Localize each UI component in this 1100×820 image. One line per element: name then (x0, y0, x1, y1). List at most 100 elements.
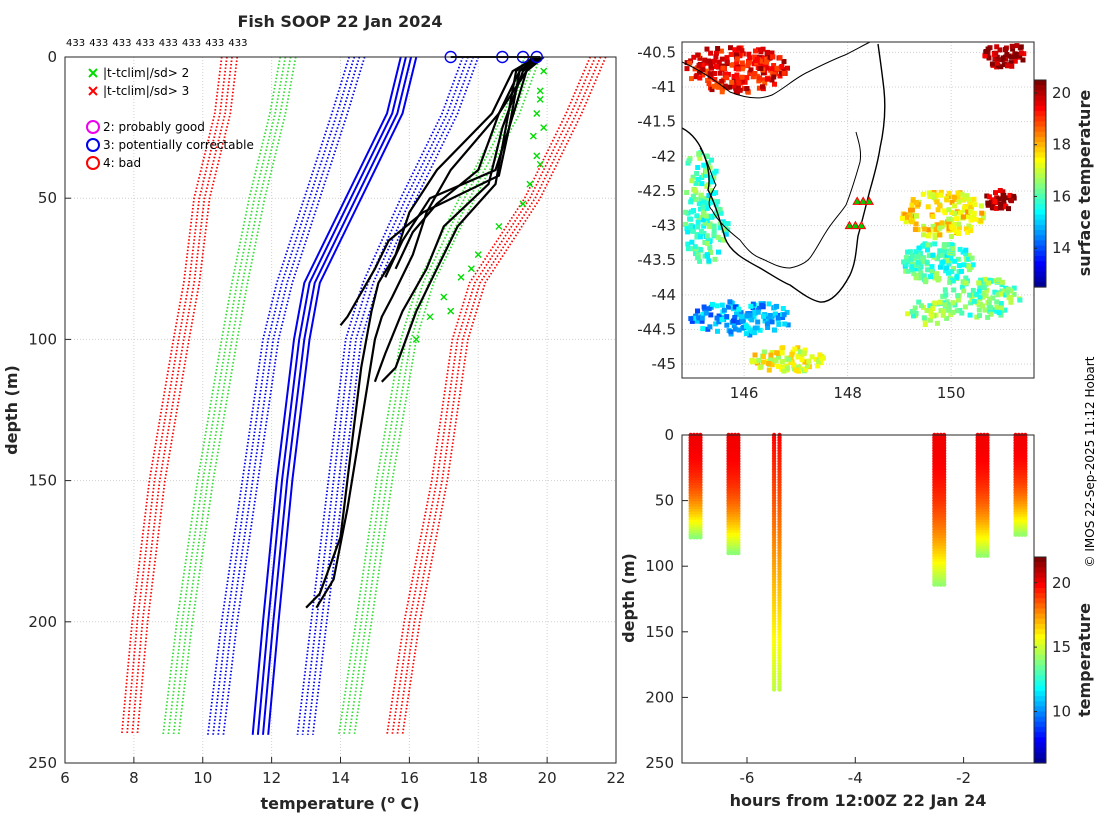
series-clim-mean-1 (256, 56, 407, 735)
sst-cell (688, 316, 694, 322)
cast-point (777, 687, 782, 692)
colorbar-segment (1034, 214, 1046, 221)
sst-cell (745, 89, 751, 95)
sst-cell (930, 306, 936, 311)
sst-cell (794, 367, 800, 373)
sst-cell (986, 194, 992, 200)
sst-cell (983, 281, 989, 287)
sst-cell (932, 235, 938, 241)
sst-cell (785, 322, 791, 328)
sst-cell (985, 314, 991, 320)
sst-cell (978, 203, 984, 209)
map-xtick-label: 146 (730, 384, 759, 402)
colorbar-tick-label: 20 (1052, 574, 1071, 592)
colorbar-segment (1034, 204, 1046, 210)
td-ytick-label: 50 (655, 492, 674, 510)
sst-cell (693, 180, 699, 186)
series-clim-2sd-2 (348, 56, 536, 735)
sst-cell (795, 354, 801, 360)
sst-cells (683, 43, 1027, 374)
sst-cell (937, 203, 943, 209)
sst-cell (955, 256, 961, 262)
cast-point (688, 535, 693, 540)
sst-cell (726, 304, 731, 310)
sst-cell (907, 249, 913, 255)
sst-cell (909, 309, 915, 314)
sst-cell (1008, 299, 1014, 305)
sst-cell (732, 315, 738, 320)
sst-cell (687, 60, 693, 66)
sst-cell (786, 356, 792, 362)
sst-cell (747, 332, 753, 338)
sst-cell (708, 63, 714, 69)
sst-cell (720, 219, 726, 225)
colorbar-label-temp: temperature (1075, 603, 1094, 717)
sst-cell (704, 233, 710, 239)
sst-cell (1011, 291, 1017, 297)
sst-cell (707, 324, 713, 330)
colorbar-segment (1034, 230, 1046, 236)
sst-cell (938, 189, 944, 195)
td-xtick-label: -4 (848, 769, 863, 787)
sst-cell (951, 222, 957, 228)
series-clim-2sd-3 (353, 56, 542, 735)
sst-cell (995, 292, 1001, 298)
count-label: 433 (228, 38, 247, 49)
sst-cell (949, 199, 955, 205)
sst-cell (715, 46, 721, 51)
sst-cell (941, 242, 947, 248)
sst-cell (711, 175, 717, 181)
sst-cell (938, 192, 944, 198)
sst-cell (684, 190, 690, 195)
sst-colorbar: 14 16 18 20 (1033, 79, 1071, 288)
sst-cell (978, 277, 984, 283)
sst-cell (934, 271, 940, 277)
time-depth-ticks: -6 -4 -2 0 50 100 150 200 250 (645, 426, 971, 787)
colorbar-segment (1034, 726, 1046, 733)
sst-cell (769, 350, 775, 355)
map-ytick-label: -42.5 (637, 182, 676, 200)
sst-cell (758, 364, 764, 370)
colorbar-segment (1034, 649, 1046, 656)
sst-cell (718, 83, 724, 89)
sst-cell (750, 74, 756, 80)
sst-cell (756, 47, 761, 53)
sst-cell (986, 280, 992, 286)
sst-cell (709, 199, 715, 205)
sst-cell (983, 49, 989, 54)
sst-cell (946, 190, 952, 196)
sst-cell (715, 234, 721, 240)
colorbar-segment (1034, 250, 1046, 257)
ytick-label: 100 (28, 330, 57, 348)
sst-cell (707, 224, 712, 230)
ytick-label: 200 (28, 613, 57, 631)
sst-cell (1012, 53, 1018, 59)
sst-cell (957, 210, 963, 216)
sst-cell (977, 294, 983, 300)
colorbar-segment (1034, 126, 1046, 133)
sst-cell (1008, 60, 1014, 66)
sst-cell (954, 308, 960, 314)
sst-cell (754, 57, 760, 62)
sst-cell (696, 69, 702, 75)
sst-cell (997, 188, 1003, 193)
sst-cell (721, 237, 726, 243)
sst-cell (944, 197, 950, 203)
sst-cell (1010, 46, 1016, 52)
sst-cell (704, 240, 710, 246)
sst-cell (714, 80, 720, 86)
sst-cell (734, 60, 740, 66)
sst-cell (755, 319, 761, 325)
flag-cross (533, 109, 541, 117)
sst-cell (977, 285, 983, 291)
sst-cell (760, 354, 766, 359)
time-axis-label: hours from 12:00Z 22 Jan 24 (730, 791, 987, 810)
sst-cell (941, 244, 947, 250)
colorbar-frame (1033, 79, 1047, 288)
sst-cell (816, 359, 822, 365)
sst-cell (715, 199, 721, 205)
cast-point (695, 535, 700, 540)
sst-cell (704, 153, 709, 159)
sst-cell (1006, 206, 1011, 212)
profile-panel: Fish SOOP 22 Jan 2024 433 433 433 433 433 433… (2, 12, 626, 813)
